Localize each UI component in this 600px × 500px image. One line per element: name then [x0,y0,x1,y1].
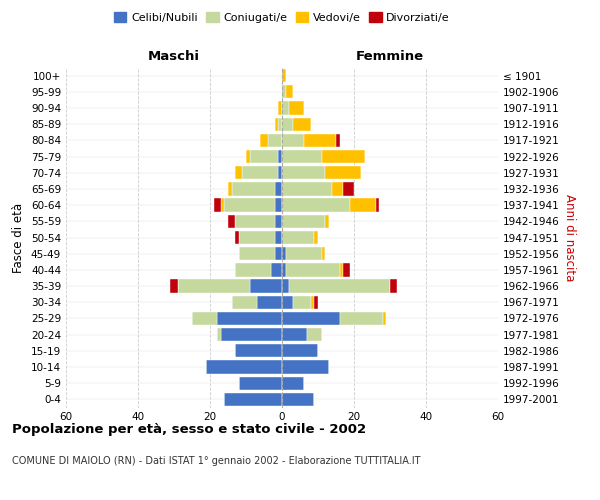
Bar [282,214,325,228]
Bar [390,280,397,292]
Bar [304,134,336,147]
Bar [275,247,282,260]
Bar [178,280,250,292]
Bar [275,118,278,131]
Bar [340,312,383,325]
Bar [228,214,235,228]
Bar [314,231,318,244]
Bar [325,214,329,228]
Bar [217,312,282,325]
Bar [239,247,275,260]
Bar [282,69,286,82]
Bar [282,344,318,358]
Bar [350,198,376,212]
Text: Femmine: Femmine [356,50,424,62]
Bar [311,296,314,309]
Bar [282,247,286,260]
Bar [257,296,282,309]
Legend: Celibi/Nubili, Coniugati/e, Vedovi/e, Divorziati/e: Celibi/Nubili, Coniugati/e, Vedovi/e, Di… [110,8,454,28]
Bar [282,393,314,406]
Bar [282,296,293,309]
Bar [282,166,325,179]
Bar [214,198,221,212]
Bar [314,296,318,309]
Bar [282,198,350,212]
Bar [221,198,224,212]
Bar [322,150,365,163]
Bar [340,263,343,276]
Bar [224,393,282,406]
Bar [275,182,282,196]
Bar [275,231,282,244]
Bar [235,231,239,244]
Bar [217,328,221,342]
Bar [325,166,361,179]
Bar [235,214,275,228]
Bar [192,312,217,325]
Bar [343,263,350,276]
Bar [289,102,304,114]
Bar [275,214,282,228]
Bar [235,166,242,179]
Bar [286,247,322,260]
Text: COMUNE DI MAIOLO (RN) - Dati ISTAT 1° gennaio 2002 - Elaborazione TUTTITALIA.IT: COMUNE DI MAIOLO (RN) - Dati ISTAT 1° ge… [12,456,421,466]
Bar [282,376,304,390]
Bar [250,280,282,292]
Bar [232,296,257,309]
Bar [206,360,282,374]
Bar [239,376,282,390]
Bar [282,360,329,374]
Bar [275,198,282,212]
Bar [343,182,354,196]
Bar [282,102,289,114]
Bar [242,166,278,179]
Bar [336,134,340,147]
Bar [282,182,332,196]
Bar [286,85,293,98]
Bar [282,263,286,276]
Bar [376,198,379,212]
Bar [221,328,282,342]
Bar [228,182,232,196]
Bar [278,102,282,114]
Bar [235,344,282,358]
Bar [278,166,282,179]
Bar [383,312,386,325]
Bar [235,263,271,276]
Bar [332,182,343,196]
Bar [289,280,390,292]
Y-axis label: Anni di nascita: Anni di nascita [563,194,576,281]
Bar [170,280,178,292]
Bar [322,247,325,260]
Bar [224,198,275,212]
Bar [282,328,307,342]
Bar [260,134,268,147]
Bar [246,150,250,163]
Bar [286,263,340,276]
Bar [293,296,311,309]
Bar [282,150,322,163]
Text: Popolazione per età, sesso e stato civile - 2002: Popolazione per età, sesso e stato civil… [12,422,366,436]
Bar [282,280,289,292]
Bar [278,150,282,163]
Bar [282,231,314,244]
Bar [250,150,278,163]
Bar [282,134,304,147]
Bar [293,118,311,131]
Bar [282,85,286,98]
Bar [271,263,282,276]
Bar [278,118,282,131]
Bar [239,231,275,244]
Bar [232,182,275,196]
Bar [282,312,340,325]
Y-axis label: Fasce di età: Fasce di età [13,202,25,272]
Bar [307,328,322,342]
Text: Maschi: Maschi [148,50,200,62]
Bar [268,134,282,147]
Bar [282,118,293,131]
